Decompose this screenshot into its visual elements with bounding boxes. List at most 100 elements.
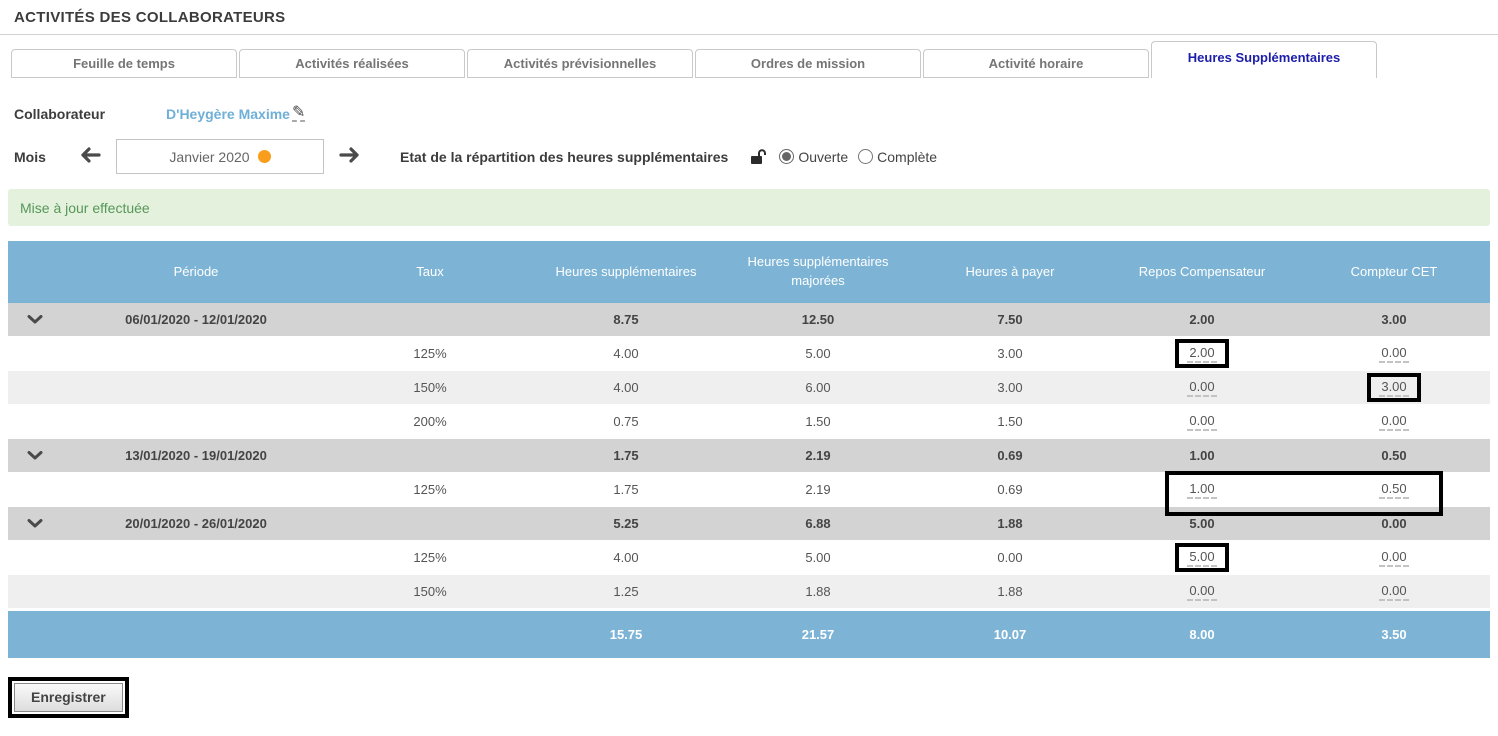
hp-cell: 0.00 [997,550,1023,565]
tab-activites-previsionnelles[interactable]: Activités prévisionnelles [467,49,693,78]
collaborateur-value[interactable]: D'Heygère Maxime [166,106,290,122]
hs-cell: 4.00 [613,346,639,361]
etat-label: Etat de la répartition des heures supplé… [400,148,729,165]
next-month-button[interactable] [336,147,362,166]
group-total-cet: 0.00 [1381,516,1407,531]
taux-cell: 150% [413,584,447,599]
data-row: 150% 4.00 6.00 3.00 0.00 3.00 [8,371,1490,405]
group-total-hp: 7.50 [997,312,1023,327]
taux-cell: 125% [413,346,447,361]
hp-cell: 3.00 [997,346,1023,361]
radio-label-ouverte: Ouverte [798,148,849,165]
chevron-down-icon[interactable] [8,519,62,528]
prev-month-button[interactable] [78,147,104,166]
group-row: 06/01/2020 - 12/01/2020 8.75 12.50 7.50 2.00… [8,303,1490,337]
hsm-cell: 5.00 [805,550,831,565]
cet-editable-value[interactable]: 0.00 [1379,583,1409,601]
hsm-cell: 6.00 [805,380,831,395]
data-row: 125% 4.00 5.00 0.00 5.00 0.00 [8,541,1490,575]
mois-row: Mois Janvier 2020 Etat de la répartition… [14,139,1490,174]
success-banner: Mise à jour effectuée [8,189,1490,226]
tab-activites-realisees[interactable]: Activités réalisées [239,49,465,78]
tab-heures-supplementaires[interactable]: Heures Supplémentaires [1151,41,1377,78]
chevron-down-icon[interactable] [8,451,62,460]
rc-cell: 0.00 [1106,413,1298,431]
period-label: 20/01/2020 - 26/01/2020 [125,516,267,531]
header-cell-expand [8,268,62,276]
radio-option-ouverte[interactable]: Ouverte [779,149,848,165]
footer-total-hs: 15.75 [609,627,643,642]
collaborateur-label: Collaborateur [14,106,106,122]
rc-editable-value[interactable]: 0.00 [1187,583,1217,601]
rc-cell: 0.00 [1106,379,1298,397]
footer-row: 15.75 21.57 10.07 8.00 3.50 [8,611,1490,658]
right-arrow-icon [338,147,360,166]
month-input[interactable]: Janvier 2020 [116,139,324,174]
highlight-box: 3.00 [1367,373,1421,402]
group-total-rc: 5.00 [1189,516,1215,531]
rc-cell: 1.00 [1106,481,1298,499]
hs-cell: 0.75 [613,414,639,429]
month-value: Janvier 2020 [169,148,250,165]
radio-label-complete: Complète [877,148,938,165]
hs-cell: 1.25 [613,584,639,599]
tab-activite-horaire[interactable]: Activité horaire [923,49,1149,78]
cet-editable-value[interactable]: 0.00 [1379,345,1409,363]
footer-total-rc: 8.00 [1189,627,1215,642]
group-total-hp: 0.69 [997,448,1023,463]
rc-editable-value[interactable]: 0.00 [1187,379,1217,397]
radio-ouverte[interactable] [779,149,795,164]
overtime-table: Période Taux Heures supplémentaires Heures … [8,241,1490,658]
cet-cell: 3.00 [1298,373,1490,402]
group-row: 13/01/2020 - 19/01/2020 1.75 2.19 0.69 1.00 0… [8,439,1490,473]
rc-editable-value[interactable]: 1.00 [1187,481,1217,499]
cet-editable-value[interactable]: 0.50 [1379,481,1409,499]
group-total-rc: 1.00 [1189,448,1215,463]
edit-pencil-icon[interactable]: ✎ [291,104,306,122]
data-row: 200% 0.75 1.50 1.50 0.00 0.00 [8,405,1490,439]
group-total-rc: 2.00 [1189,312,1215,327]
data-row: 125% 4.00 5.00 3.00 2.00 0.00 [8,337,1490,371]
cet-editable-value[interactable]: 0.00 [1379,413,1409,431]
save-button[interactable]: Enregistrer [14,683,123,712]
footer-total-hp: 10.07 [993,627,1027,642]
radio-complete[interactable] [858,149,874,164]
hs-cell: 4.00 [613,550,639,565]
rc-editable-value[interactable]: 5.00 [1187,549,1217,567]
header-cell-repos-compensateur: Repos Compensateur [1138,263,1266,279]
cet-editable-value[interactable]: 0.00 [1379,549,1409,567]
etat-group: Etat de la répartition des heures supplé… [400,149,947,165]
rc-editable-value[interactable]: 2.00 [1187,345,1217,363]
group-total-hsm: 12.50 [801,312,835,327]
hsm-cell: 1.50 [805,414,831,429]
taux-cell: 150% [413,380,447,395]
tab-feuille-de-temps[interactable]: Feuille de temps [11,49,237,78]
hp-cell: 1.88 [997,584,1023,599]
group-total-hs: 8.75 [613,312,639,327]
group-total-hp: 1.88 [997,516,1023,531]
save-highlight-box: Enregistrer [8,677,129,718]
radio-option-complete[interactable]: Complète [858,149,937,165]
rc-editable-value[interactable]: 0.00 [1187,413,1217,431]
group-total-hsm: 6.88 [805,516,831,531]
table-header: Période Taux Heures supplémentaires Heures … [8,241,1490,303]
group-total-hs: 5.25 [613,516,639,531]
hs-cell: 4.00 [613,380,639,395]
cet-editable-value[interactable]: 3.00 [1379,379,1409,397]
title-divider [0,34,1498,35]
group-total-cet: 3.00 [1381,312,1407,327]
tab-bar: Feuille de temps Activités réalisées Activ… [11,40,1490,78]
highlight-box: 2.00 [1175,339,1229,368]
taux-cell: 200% [413,414,447,429]
cet-cell: 0.50 [1298,481,1490,499]
etat-options: Ouverte Complète [779,149,947,165]
highlight-box: 5.00 [1175,543,1229,572]
chevron-down-icon[interactable] [8,315,62,324]
period-label: 13/01/2020 - 19/01/2020 [125,448,267,463]
tab-ordres-de-mission[interactable]: Ordres de mission [695,49,921,78]
rc-cell: 5.00 [1106,543,1298,572]
data-row: 125% 1.75 2.19 0.69 1.00 0.50 [8,471,1490,516]
collaborateur-row: Collaborateur D'Heygère Maxime ✎ [14,104,1490,122]
header-cell-heures-supplementaires-majorees: Heures supplémentaires majorées [747,254,889,288]
hp-cell: 3.00 [997,380,1023,395]
